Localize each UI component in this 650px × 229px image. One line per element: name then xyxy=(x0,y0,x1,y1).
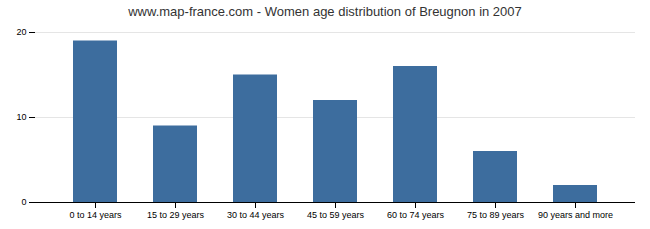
svg-text:20: 20 xyxy=(16,27,26,37)
svg-text:0: 0 xyxy=(21,197,26,207)
svg-text:15 to 29 years: 15 to 29 years xyxy=(147,210,205,220)
svg-text:30 to 44 years: 30 to 44 years xyxy=(227,210,285,220)
svg-text:90 years and more: 90 years and more xyxy=(538,210,613,220)
svg-text:10: 10 xyxy=(16,112,26,122)
svg-text:60 to 74 years: 60 to 74 years xyxy=(387,210,445,220)
html-text:www.map-france.com - Women age: www.map-france.com - Women age distribut… xyxy=(128,4,522,19)
svg-text:75 to 89 years: 75 to 89 years xyxy=(467,210,525,220)
svg-text:45 to 59 years: 45 to 59 years xyxy=(307,210,365,220)
svg-text:0 to 14 years: 0 to 14 years xyxy=(69,210,122,220)
